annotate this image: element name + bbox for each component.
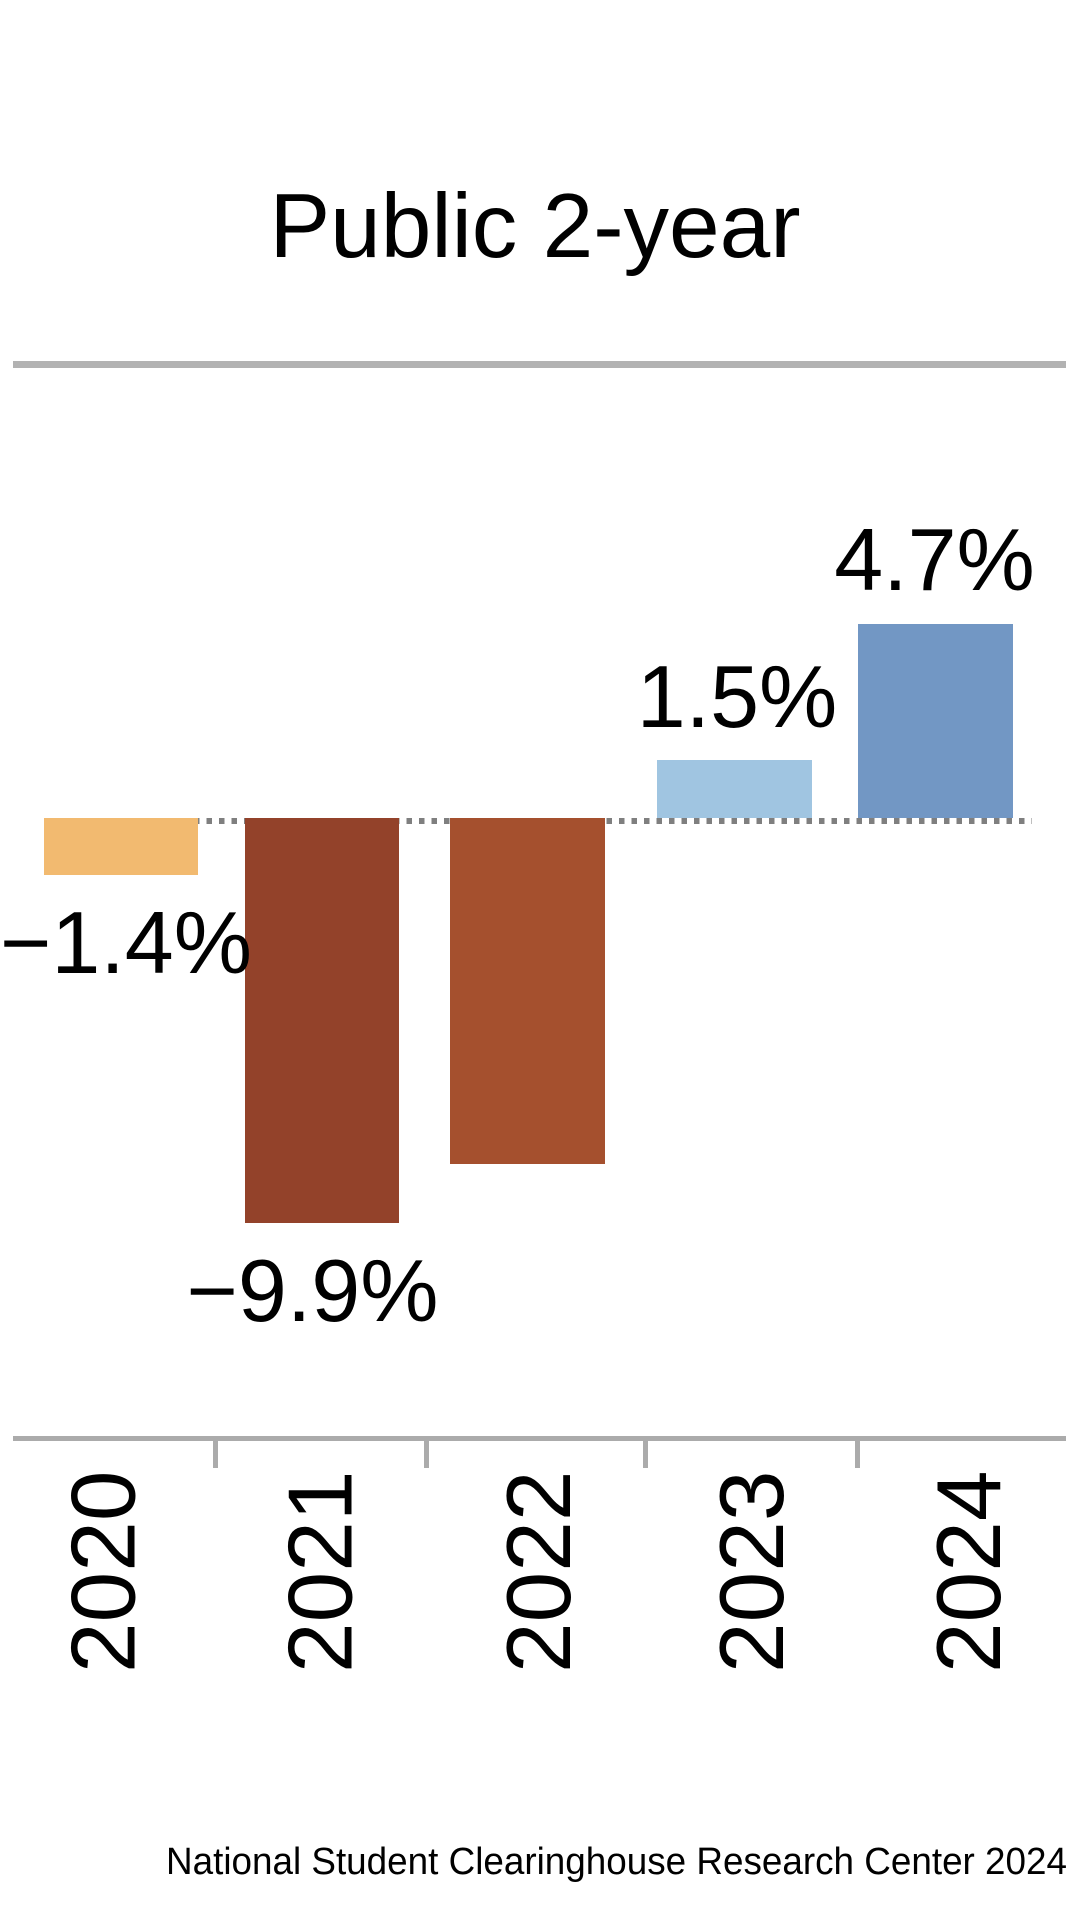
svg-text:2020: 2020 xyxy=(54,1471,155,1673)
svg-text:National Student Clearinghouse: National Student Clearinghouse Research … xyxy=(166,1841,1067,1883)
svg-text:Public 2-year: Public 2-year xyxy=(269,176,800,277)
svg-text:1.5%: 1.5% xyxy=(637,647,838,746)
svg-text:−9.9%: −9.9% xyxy=(187,1241,439,1340)
svg-text:2024: 2024 xyxy=(919,1471,1020,1673)
svg-text:−1.4%: −1.4% xyxy=(0,893,252,992)
svg-text:2023: 2023 xyxy=(702,1471,803,1673)
svg-text:4.7%: 4.7% xyxy=(834,510,1035,609)
svg-text:2021: 2021 xyxy=(271,1471,372,1673)
svg-text:2022: 2022 xyxy=(489,1471,590,1673)
